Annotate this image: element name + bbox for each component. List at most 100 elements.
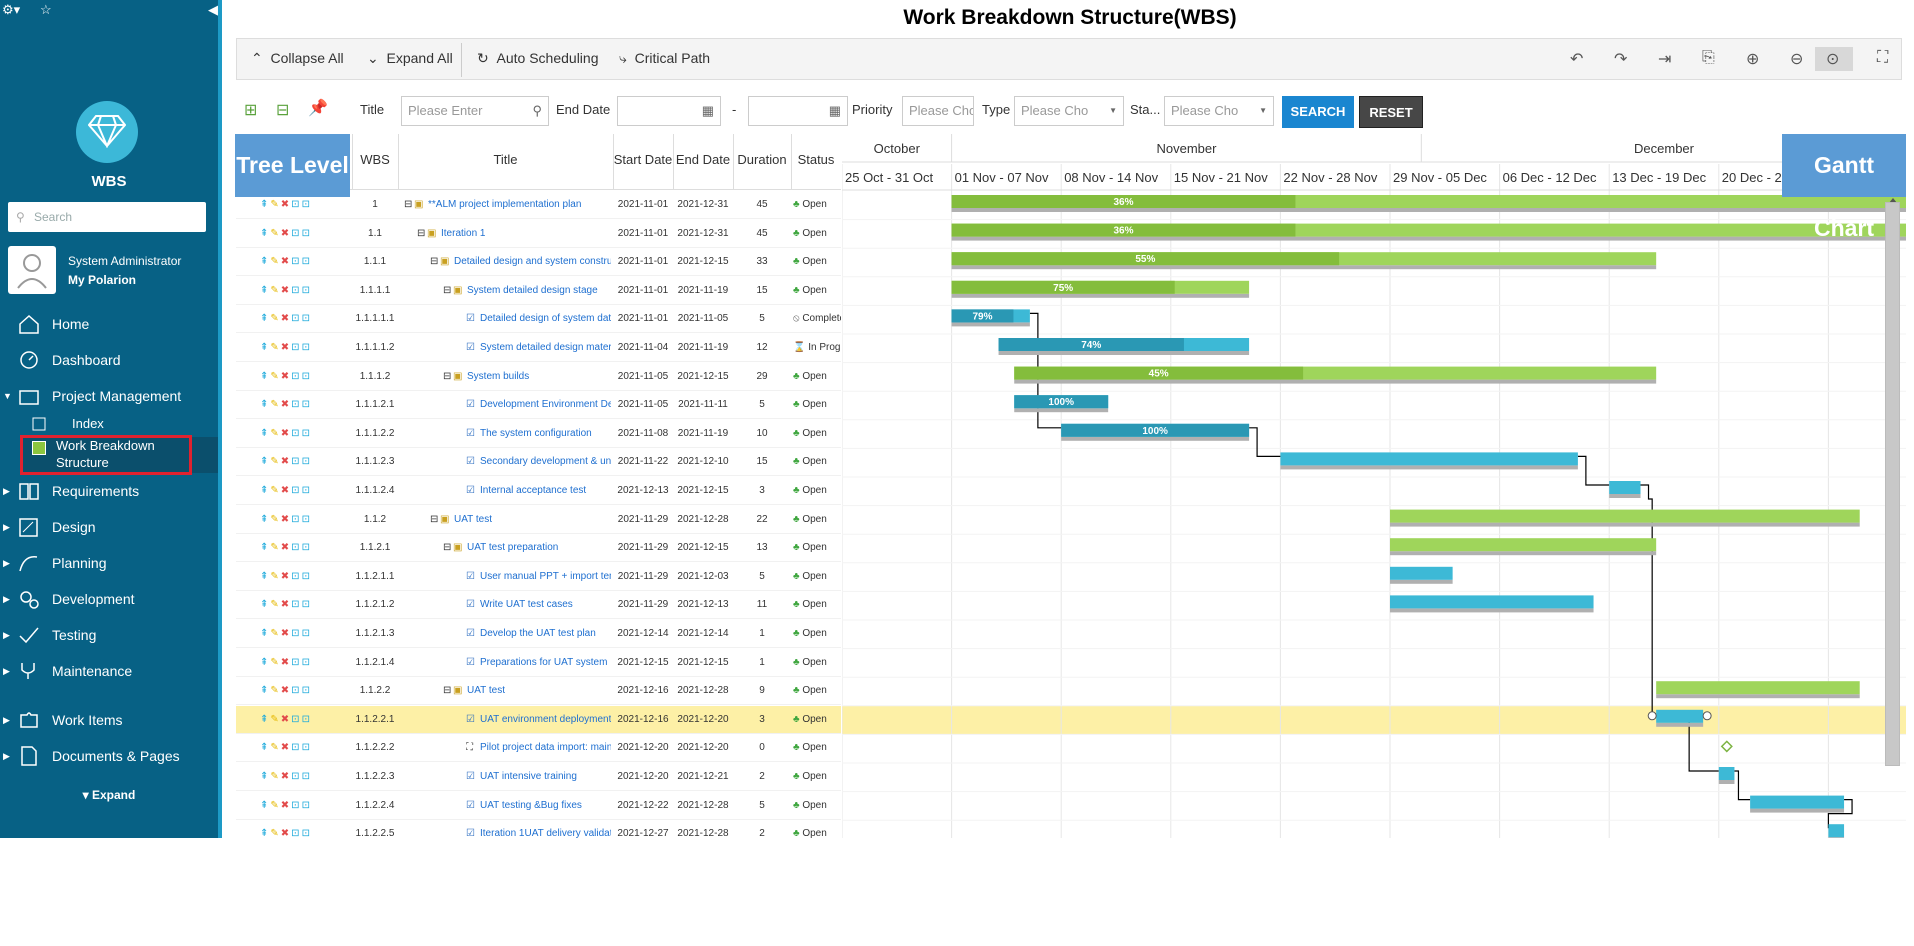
edit-icon[interactable]: ✎ [270,513,281,525]
title-link[interactable]: System detailed design materials [480,342,611,353]
link-icon[interactable]: ⇞ [260,256,271,268]
table-row[interactable]: ⇞✎✖⊡⊡ 1.1.1.1 ⊟ ▣ System detailed design sta… [236,277,841,305]
sidebar-search-input[interactable]: ⚲ Search [8,202,206,232]
edit-icon[interactable]: ✎ [270,485,281,496]
add-child-icon[interactable]: ⊡ [291,456,302,468]
gantt-bar[interactable] [1656,709,1704,723]
add-sibling-icon[interactable]: ⊡ [301,799,312,811]
delete-icon[interactable]: ✖ [280,456,292,468]
table-row[interactable]: ⇞✎✖⊡⊡ 1.1.2.2.3 ☑ UAT intensive training 202… [236,763,841,791]
edit-icon[interactable]: ✎ [270,370,281,382]
nav-design[interactable]: ▶ Design [0,512,218,542]
gear-icon[interactable]: ⚙▾ [2,2,21,17]
title-link[interactable]: User manual PPT + import template [480,570,611,582]
row-actions[interactable]: ⇞✎✖⊡⊡ [260,391,312,419]
delete-icon[interactable]: ✖ [280,256,292,268]
add-sibling-icon[interactable]: ⊡ [301,227,312,239]
table-row[interactable]: ⇞✎✖⊡⊡ 1.1.2.1.2 ☑ Write UAT test cases 2021-… [236,591,841,620]
add-sibling-icon[interactable]: ⊡ [301,771,312,782]
link-icon[interactable]: ⇞ [260,485,271,496]
link-icon[interactable]: ⇞ [260,284,271,296]
delete-icon[interactable]: ✖ [280,828,292,838]
add-sibling-icon[interactable]: ⊡ [301,399,312,411]
title-link[interactable]: Iteration 1UAT delivery validation [480,828,611,838]
add-child-icon[interactable]: ⊡ [291,742,302,754]
edit-icon[interactable]: ✎ [270,685,281,697]
title-link[interactable]: Development Environment Deployment [480,399,611,411]
title-link[interactable]: UAT test [467,685,505,697]
gantt-bar[interactable] [1390,538,1657,552]
add-child-icon[interactable]: ⊡ [291,399,302,411]
delete-icon[interactable]: ✖ [280,427,292,439]
gantt-bar[interactable] [1390,595,1594,609]
add-sibling-icon[interactable]: ⊡ [301,656,312,668]
edit-icon[interactable]: ✎ [270,227,281,239]
add-sibling-icon[interactable]: ⊡ [301,713,312,725]
row-actions[interactable]: ⇞✎✖⊡⊡ [260,563,312,591]
row-actions[interactable]: ⇞✎✖⊡⊡ [260,363,312,391]
link-icon[interactable]: ⇞ [260,513,271,525]
add-sibling-icon[interactable]: ⊡ [301,685,312,697]
expand-all-button[interactable]: ⌄ Expand All [367,50,453,67]
table-row[interactable]: ⇞✎✖⊡⊡ 1.1.1.2.1 ☑ Development Environment D… [236,391,841,420]
link-icon[interactable]: ⇞ [260,227,271,239]
add-child-icon[interactable]: ⊡ [291,199,302,210]
nav-planning[interactable]: ▶ Planning [0,548,218,578]
add-child-icon[interactable]: ⊡ [291,542,302,554]
column-status[interactable]: Status [797,152,835,167]
link-icon[interactable]: ⇞ [260,828,271,838]
table-row[interactable]: ⇞✎✖⊡⊡ 1.1.1.2.4 ☑ Internal acceptance test 2… [236,477,841,505]
add-child-icon[interactable]: ⊡ [291,284,302,296]
add-sibling-icon[interactable]: ⊡ [301,570,312,582]
zoom-out-icon[interactable]: ⊖ [1790,51,1804,68]
add-sibling-icon[interactable]: ⊡ [301,485,312,496]
collapse-all-button[interactable]: ⌃ Collapse All [251,50,344,67]
add-sibling-icon[interactable]: ⊡ [301,456,312,468]
add-sibling-icon[interactable]: ⊡ [301,313,312,325]
row-actions[interactable]: ⇞✎✖⊡⊡ [260,277,312,305]
link-icon[interactable]: ⇞ [260,342,271,353]
add-child-icon[interactable]: ⊡ [291,570,302,582]
row-actions[interactable]: ⇞✎✖⊡⊡ [260,677,312,705]
pin-icon[interactable]: 📌 [308,100,328,117]
add-child-icon[interactable]: ⊡ [291,656,302,668]
search-button[interactable]: SEARCH [1282,96,1354,128]
title-link[interactable]: Detailed design and system construction [454,256,611,268]
add-sibling-icon[interactable]: ⊡ [301,284,312,296]
redo-icon[interactable]: ↷ [1614,51,1628,68]
collapse-toggle-icon[interactable]: ⊟ [443,370,452,382]
edit-icon[interactable]: ✎ [270,399,281,411]
row-actions[interactable]: ⇞✎✖⊡⊡ [260,506,312,534]
collapse-toggle-icon[interactable]: ⊟ [443,542,452,554]
row-actions[interactable]: ⇞✎✖⊡⊡ [260,649,312,677]
table-row[interactable]: ⇞✎✖⊡⊡ 1.1 ⊟ ▣ Iteration 1 2021-11-01 2021-12-3… [236,220,841,248]
add-child-icon[interactable]: ⊡ [291,713,302,725]
add-sibling-icon[interactable]: ⊡ [301,342,312,353]
add-child-icon[interactable]: ⊡ [291,799,302,811]
row-actions[interactable]: ⇞✎✖⊡⊡ [260,620,312,648]
title-link[interactable]: UAT testing &Bug fixes [480,799,582,811]
add-sibling-icon[interactable]: ⊡ [301,199,312,210]
link-icon[interactable]: ⇞ [260,542,271,554]
edit-icon[interactable]: ✎ [270,199,281,210]
table-row[interactable]: ⇞✎✖⊡⊡ 1.1.1 ⊟ ▣ Detailed design and system c… [236,248,841,277]
edit-icon[interactable]: ✎ [270,799,281,811]
table-row[interactable]: ⇞✎✖⊡⊡ 1.1.2.1.3 ☑ Develop the UAT test plan… [236,620,841,648]
title-link[interactable]: Iteration 1 [441,227,486,239]
table-row[interactable]: ⇞✎✖⊡⊡ 1.1.2.1.1 ☑ User manual PPT + import … [236,563,841,591]
edit-icon[interactable]: ✎ [270,628,281,639]
add-child-icon[interactable]: ⊡ [291,685,302,697]
priority-select[interactable]: Please Cho [902,96,974,126]
link-icon[interactable]: ⇞ [260,199,271,210]
drag-handle-start[interactable] [1647,711,1657,721]
nav-index[interactable]: Index [0,409,218,439]
link-icon[interactable]: ⇞ [260,685,271,697]
row-actions[interactable]: ⇞✎✖⊡⊡ [260,706,312,734]
status-select[interactable]: Please Cho ▼ [1164,96,1274,126]
delete-icon[interactable]: ✖ [280,284,292,296]
title-link[interactable]: Pilot project data import: main [480,742,611,754]
title-link[interactable]: UAT environment deployment [480,713,611,725]
add-sibling-icon[interactable]: ⊡ [301,427,312,439]
delete-icon[interactable]: ✖ [280,485,292,496]
table-row[interactable]: ⇞✎✖⊡⊡ 1.1.1.1.2 ☑ System detailed design ma… [236,334,841,362]
